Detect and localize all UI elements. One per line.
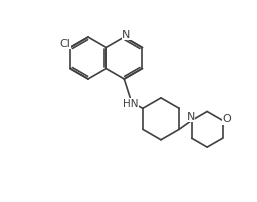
Text: Cl: Cl <box>60 39 71 49</box>
Text: HN: HN <box>123 99 138 109</box>
Text: N: N <box>187 112 195 122</box>
Text: N: N <box>122 29 131 40</box>
Text: O: O <box>223 114 232 124</box>
